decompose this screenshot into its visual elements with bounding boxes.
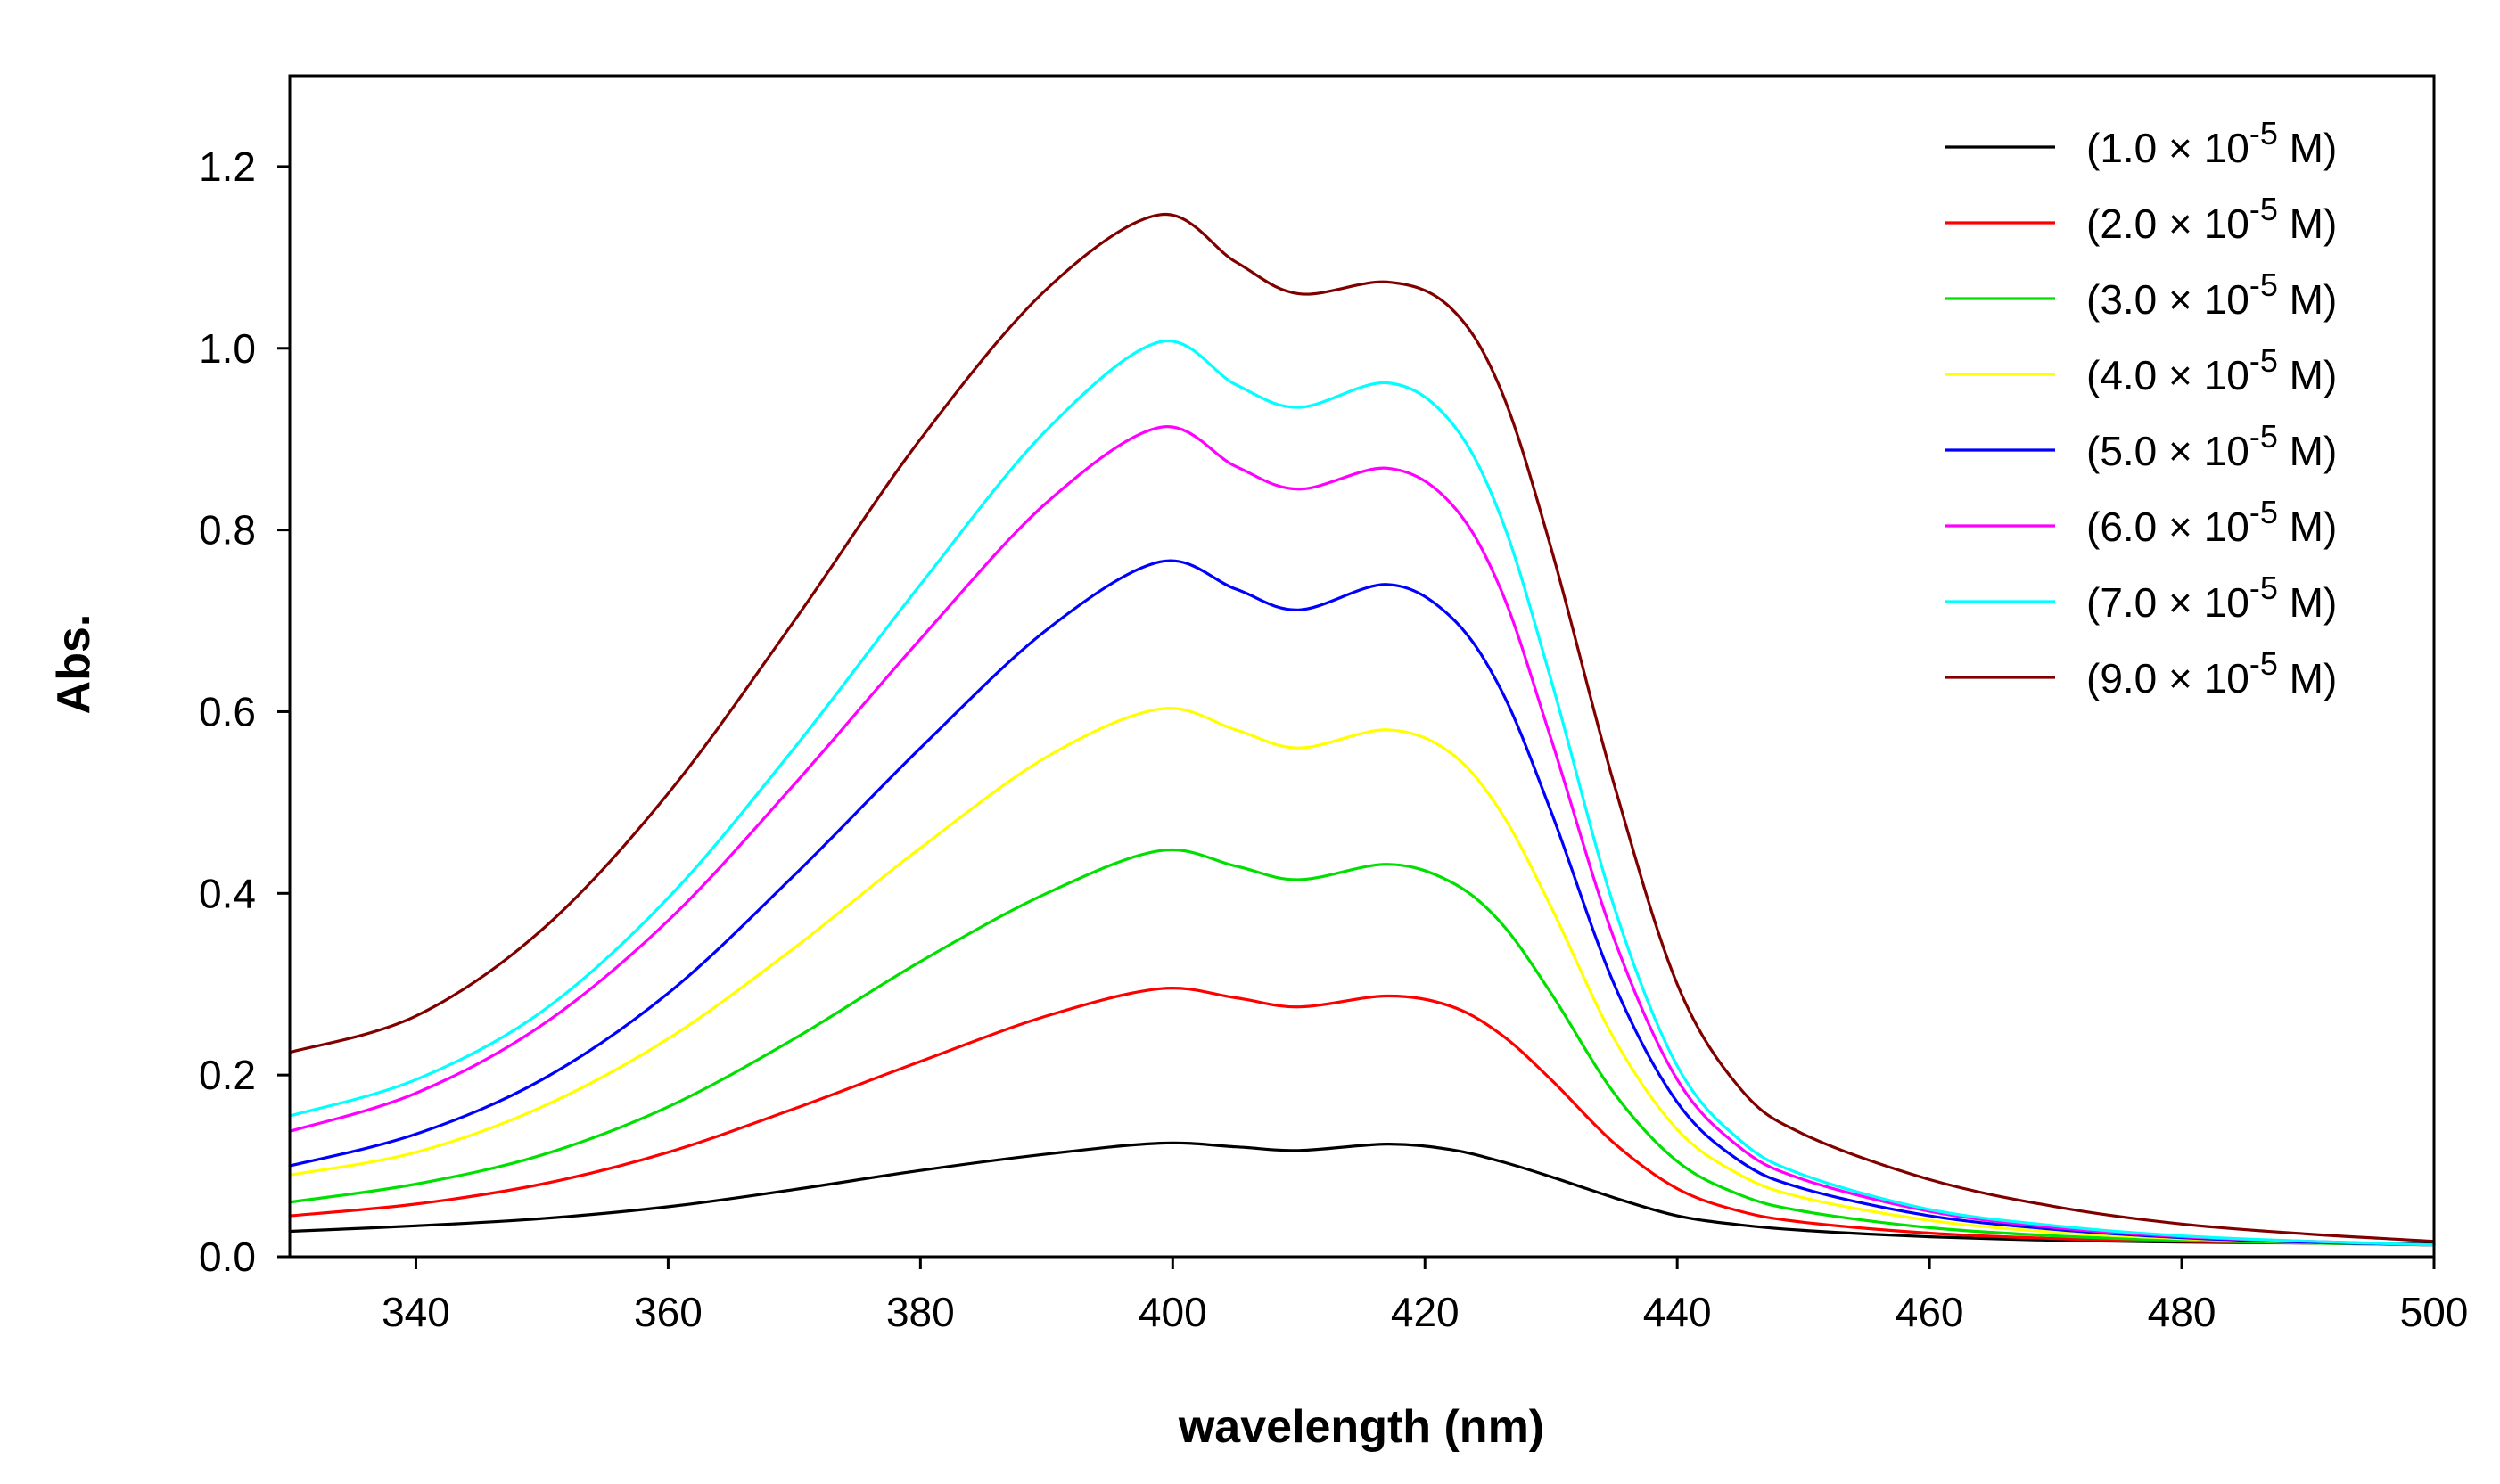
legend-item: (9.0 × 10-5 M) bbox=[1945, 645, 2337, 701]
y-tick-label: 0.0 bbox=[199, 1234, 256, 1280]
series-layer bbox=[288, 213, 2436, 1247]
series-line-6 bbox=[288, 425, 2436, 1247]
legend-label: (4.0 × 10-5 M) bbox=[2086, 342, 2337, 398]
x-tick-label: 360 bbox=[634, 1289, 703, 1335]
y-tick-label: 1.2 bbox=[199, 143, 256, 190]
y-tick-label: 0.4 bbox=[199, 870, 256, 916]
legend-label: (7.0 × 10-5 M) bbox=[2086, 570, 2337, 626]
y-axis: 0.0 0.2 0.4 0.6 0.8 1.0 1.2 bbox=[199, 143, 290, 1280]
x-tick-label: 460 bbox=[1896, 1289, 1964, 1335]
x-tick-label: 480 bbox=[2148, 1289, 2216, 1335]
series-line-8 bbox=[288, 213, 2436, 1243]
legend-label: (1.0 × 10-5 M) bbox=[2086, 115, 2337, 171]
x-tick-label: 400 bbox=[1139, 1289, 1207, 1335]
x-tick-label: 340 bbox=[382, 1289, 450, 1335]
x-tick-label: 420 bbox=[1391, 1289, 1460, 1335]
legend-label: (3.0 × 10-5 M) bbox=[2086, 266, 2337, 323]
legend-item: (4.0 × 10-5 M) bbox=[1945, 342, 2337, 398]
series-line-3 bbox=[288, 848, 2436, 1247]
legend-label: (9.0 × 10-5 M) bbox=[2086, 645, 2337, 701]
y-tick-label: 1.0 bbox=[199, 325, 256, 372]
x-tick-label: 500 bbox=[2400, 1289, 2469, 1335]
legend-item: (2.0 × 10-5 M) bbox=[1945, 191, 2337, 247]
y-tick-label: 0.2 bbox=[199, 1052, 256, 1098]
x-axis-label: wavelength (nm) bbox=[1178, 1401, 1544, 1453]
legend-item: (7.0 × 10-5 M) bbox=[1945, 570, 2337, 626]
legend-item: (3.0 × 10-5 M) bbox=[1945, 266, 2337, 323]
legend-item: (6.0 × 10-5 M) bbox=[1945, 494, 2337, 550]
series-line-7 bbox=[288, 339, 2436, 1247]
legend-item: (1.0 × 10-5 M) bbox=[1945, 115, 2337, 171]
legend-label: (2.0 × 10-5 M) bbox=[2086, 191, 2337, 247]
legend-label: (6.0 × 10-5 M) bbox=[2086, 494, 2337, 550]
series-line-1 bbox=[288, 1141, 2436, 1246]
legend: (1.0 × 10-5 M) (2.0 × 10-5 M) (3.0 × 10-5 … bbox=[1945, 115, 2337, 701]
legend-label: (5.0 × 10-5 M) bbox=[2086, 418, 2337, 474]
y-tick-label: 0.8 bbox=[199, 507, 256, 553]
plot-frame bbox=[288, 74, 2436, 1259]
x-axis: 340 360 380 400 420 440 460 480 500 bbox=[382, 1257, 2468, 1335]
legend-item: (5.0 × 10-5 M) bbox=[1945, 418, 2337, 474]
series-line-5 bbox=[288, 559, 2436, 1247]
series-line-4 bbox=[288, 707, 2436, 1247]
x-tick-label: 380 bbox=[886, 1289, 955, 1335]
series-line-2 bbox=[288, 987, 2436, 1247]
y-axis-label: Abs. bbox=[48, 614, 100, 715]
x-tick-label: 440 bbox=[1643, 1289, 1712, 1335]
y-tick-label: 0.6 bbox=[199, 688, 256, 734]
